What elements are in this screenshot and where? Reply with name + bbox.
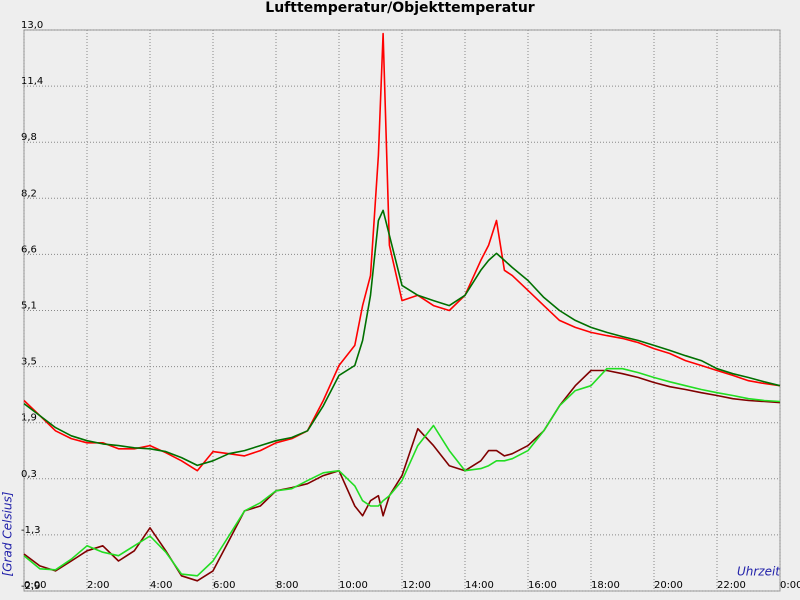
x-tick-label: 16:00 <box>528 580 557 591</box>
y-tick-label: -1,3 <box>21 525 41 536</box>
x-tick-label: 0:00 <box>24 580 46 591</box>
y-tick-label: 3,5 <box>21 357 37 368</box>
y-tick-label: 11,4 <box>21 76 43 87</box>
y-tick-label: 1,9 <box>21 413 37 424</box>
y-tick-label: 0,3 <box>21 469 37 480</box>
y-tick-label: 5,1 <box>21 301 37 312</box>
y-tick-label: 13,0 <box>21 20 43 31</box>
series-line <box>23 209 781 467</box>
y-tick-label: 9,8 <box>21 132 37 143</box>
x-tick-label: 2:00 <box>87 580 109 591</box>
x-tick-label: 4:00 <box>150 580 172 591</box>
x-tick-label: 8:00 <box>276 580 298 591</box>
x-tick-label: 0:00 <box>780 580 800 591</box>
series-line <box>23 369 781 582</box>
y-tick-label: -2,9 <box>21 581 41 592</box>
x-tick-label: 20:00 <box>654 580 683 591</box>
x-tick-label: 22:00 <box>717 580 746 591</box>
y-tick-label: 6,6 <box>21 244 37 255</box>
x-tick-label: 18:00 <box>591 580 620 591</box>
series-line <box>23 367 781 577</box>
x-tick-label: 14:00 <box>465 580 494 591</box>
chart-title: Lufttemperatur/Objekttemperatur <box>265 0 535 16</box>
x-tick-label: 10:00 <box>339 580 368 591</box>
x-tick-label: 6:00 <box>213 580 235 591</box>
x-tick-label: 12:00 <box>402 580 431 591</box>
y-axis-title: [Grad Celsius] <box>1 491 15 576</box>
x-axis-title: Uhrzeit <box>737 565 781 579</box>
y-tick-label: 8,2 <box>21 188 37 199</box>
